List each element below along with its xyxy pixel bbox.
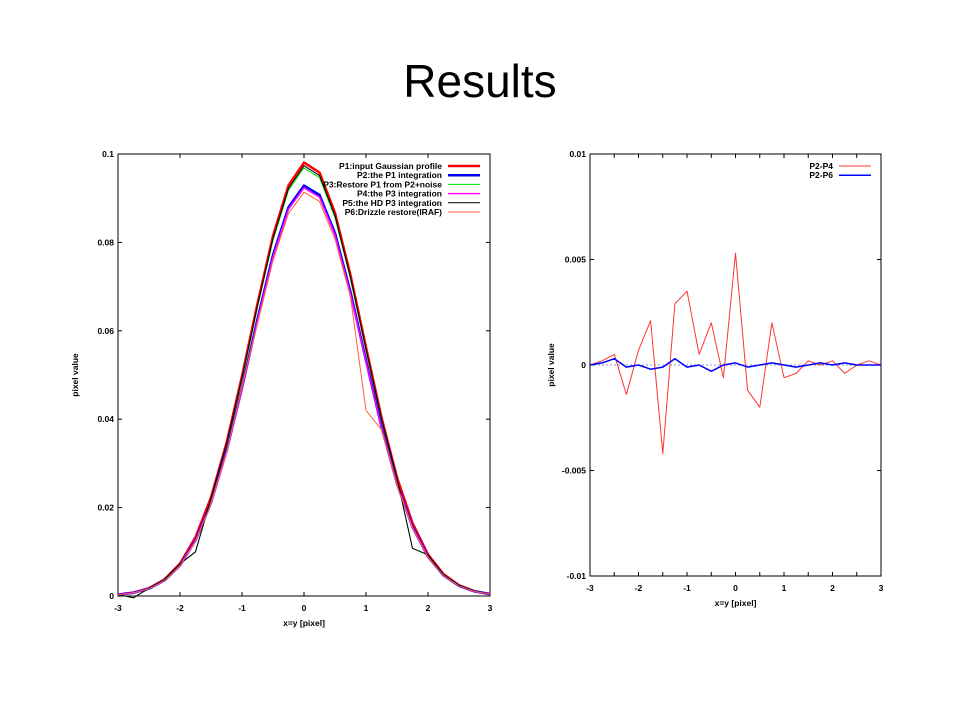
right-xtick-label: -3 xyxy=(586,583,594,593)
left-legend-label: P3:Restore P1 from P2+noise xyxy=(323,179,442,189)
right-x-axis-label: x=y [pixel] xyxy=(715,598,757,608)
left-legend-label: P5:the HD P3 integration xyxy=(342,198,442,208)
right-xtick-label: -2 xyxy=(635,583,643,593)
left-ytick-label: 0.06 xyxy=(97,326,114,336)
left-plot-frame xyxy=(117,153,491,597)
right-xtick-label: 0 xyxy=(733,583,738,593)
left-chart: -3 -2 -1 0 1 2 3 0 0.02 0.04 0.06 0.08 0.1 x=y [pixel… xyxy=(70,149,493,628)
right-legend-label: P2-P6 xyxy=(809,170,833,180)
right-ytick-label: 0.01 xyxy=(569,149,586,159)
left-series-3 xyxy=(117,167,491,599)
right-xtick-label: 1 xyxy=(782,583,787,593)
left-series-4 xyxy=(117,187,491,596)
left-xtick-label: 0 xyxy=(302,603,307,613)
right-series-1 xyxy=(589,252,882,455)
right-ytick-label: 0.005 xyxy=(565,255,587,265)
left-ytick-label: 0.04 xyxy=(97,414,114,424)
left-legend-label: P2:the P1 integration xyxy=(357,170,442,180)
right-ytick-label: 0 xyxy=(581,360,586,370)
left-legend-label: P6:Drizzle restore(IRAF) xyxy=(345,207,442,217)
left-xtick-label: 2 xyxy=(426,603,431,613)
left-xtick-label: 1 xyxy=(364,603,369,613)
left-xtick-label: -2 xyxy=(176,603,184,613)
right-series-2 xyxy=(589,357,881,373)
left-ytick-label: 0.08 xyxy=(97,237,114,247)
right-chart: -3 -2 -1 0 1 2 3 -0.01 -0.005 0 0.005 0.01 x=y [pixe… xyxy=(546,149,884,608)
left-ytick-label: 0.02 xyxy=(97,503,114,513)
left-xtick-label: -3 xyxy=(114,603,122,613)
left-xtick-label: -1 xyxy=(238,603,246,613)
right-xtick-label: 3 xyxy=(879,583,884,593)
left-ytick-label: 0 xyxy=(109,591,114,601)
left-y-axis-label: pixel value xyxy=(70,353,80,397)
right-xtick-label: -1 xyxy=(683,583,691,593)
left-series-1 xyxy=(117,161,491,596)
left-x-axis-label: x=y [pixel] xyxy=(283,618,325,628)
right-xtick-label: 2 xyxy=(830,583,835,593)
left-series-6 xyxy=(117,191,491,596)
left-series-5 xyxy=(117,165,491,599)
right-y-axis-label: pixel value xyxy=(546,343,556,387)
left-series-2 xyxy=(117,184,491,596)
right-ytick-label: -0.01 xyxy=(567,571,587,581)
left-xtick-label: 3 xyxy=(488,603,493,613)
left-legend-label: P4:the P3 integration xyxy=(357,189,442,199)
right-legend-label: P2-P4 xyxy=(809,161,833,171)
right-ytick-label: -0.005 xyxy=(562,466,586,476)
slide-title: Results xyxy=(403,55,557,107)
left-ytick-label: 0.1 xyxy=(102,149,114,159)
left-legend-label: P1:input Gaussian profile xyxy=(339,161,442,171)
